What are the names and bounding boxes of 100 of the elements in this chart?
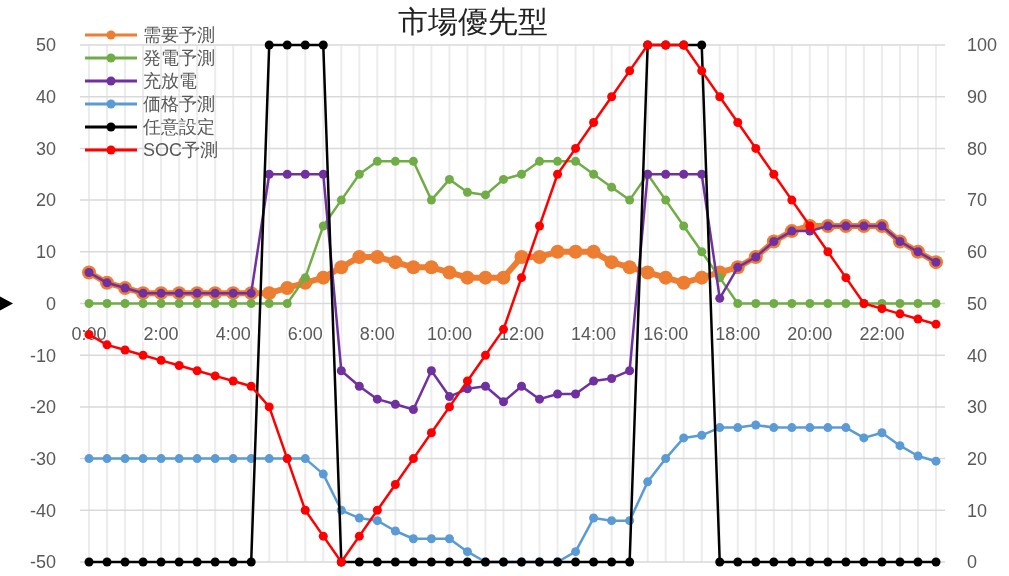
legend-label: SOC予測 — [143, 140, 219, 161]
point — [751, 299, 761, 308]
y2-tick-label: 30 — [967, 397, 988, 418]
point — [571, 143, 581, 153]
point — [913, 451, 923, 461]
y-tick-label: -50 — [29, 552, 56, 573]
point — [913, 557, 923, 567]
point — [517, 169, 527, 179]
point — [462, 557, 472, 567]
point — [228, 557, 238, 567]
point — [444, 402, 454, 412]
point — [751, 420, 761, 430]
point — [246, 557, 256, 567]
y2-tick-label: 50 — [967, 293, 988, 314]
y-tick-label: 0 — [45, 293, 56, 314]
point — [300, 273, 310, 283]
point — [300, 40, 310, 50]
point — [480, 381, 490, 391]
x-tick-label: 2:00 — [143, 323, 179, 344]
point — [553, 169, 563, 179]
point — [715, 557, 725, 567]
point — [372, 394, 382, 404]
point — [372, 156, 382, 166]
y-tick-label: -30 — [29, 448, 56, 469]
point — [282, 299, 292, 308]
point — [859, 433, 869, 443]
point — [589, 169, 599, 179]
point — [715, 293, 725, 303]
point — [751, 557, 761, 567]
point — [697, 66, 707, 76]
point — [192, 299, 202, 308]
point — [877, 428, 887, 438]
point — [406, 260, 421, 275]
point — [318, 531, 328, 541]
y2-tick-label: 90 — [967, 87, 988, 107]
point — [174, 454, 184, 464]
point — [607, 557, 617, 567]
point — [607, 92, 617, 102]
point — [769, 299, 779, 308]
point — [805, 557, 815, 567]
point — [877, 304, 887, 314]
x-tick-label: 18:00 — [715, 323, 761, 344]
x-tick-label: 16:00 — [643, 323, 689, 344]
point — [246, 299, 256, 308]
y2-tick-label: 70 — [967, 190, 988, 211]
point — [462, 547, 472, 557]
point — [138, 454, 148, 464]
point — [913, 314, 923, 324]
point — [787, 557, 797, 567]
point — [715, 92, 725, 102]
legend-label: 充放電 — [143, 71, 197, 92]
point — [604, 255, 619, 270]
point — [841, 299, 851, 308]
y-tick-label: 10 — [35, 242, 56, 263]
point — [390, 557, 400, 567]
point — [640, 265, 655, 280]
point — [480, 190, 490, 200]
point — [192, 557, 202, 567]
point — [787, 423, 797, 433]
x-tick-label: 14:00 — [571, 323, 617, 344]
point — [931, 319, 941, 329]
point — [589, 376, 599, 386]
point — [318, 40, 328, 50]
point — [931, 456, 941, 466]
point — [102, 557, 112, 567]
point — [535, 394, 545, 404]
point — [751, 143, 761, 153]
point — [318, 169, 328, 179]
point — [336, 366, 346, 376]
x-tick-label: 6:00 — [287, 323, 323, 344]
point — [895, 557, 905, 567]
point — [550, 244, 565, 259]
point — [841, 273, 851, 283]
point — [622, 260, 637, 275]
point — [535, 156, 545, 166]
point — [192, 454, 202, 464]
point — [84, 557, 94, 567]
point — [841, 557, 851, 567]
point — [661, 195, 671, 205]
point — [354, 531, 364, 541]
point — [444, 174, 454, 184]
point — [174, 557, 184, 567]
y-tick-label: 30 — [35, 138, 56, 159]
point — [498, 397, 508, 407]
point — [262, 286, 277, 301]
point — [607, 373, 617, 383]
point — [823, 299, 833, 308]
point — [586, 244, 601, 259]
point — [676, 275, 691, 290]
point — [156, 454, 166, 464]
point — [282, 40, 292, 50]
point — [408, 156, 418, 166]
x-tick-label: 8:00 — [359, 323, 395, 344]
point — [625, 557, 635, 567]
point — [210, 454, 220, 464]
point — [84, 454, 94, 464]
point — [264, 169, 274, 179]
point — [589, 118, 599, 128]
point — [316, 270, 331, 285]
point — [318, 221, 328, 231]
